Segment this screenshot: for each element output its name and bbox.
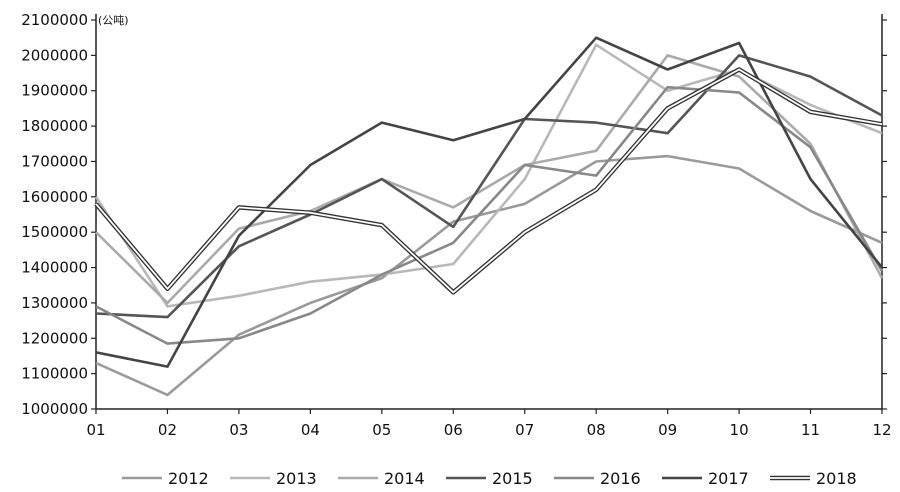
series-lines <box>94 36 884 397</box>
series-line-2016 <box>95 85 884 345</box>
legend-label: 2012 <box>168 469 209 488</box>
x-tick-label: 04 <box>301 421 320 439</box>
legend-item-2012: 2012 <box>122 469 209 488</box>
x-tick-label: 03 <box>229 421 248 439</box>
y-tick-label: 1600000 <box>21 188 88 206</box>
legend-label: 2014 <box>384 469 425 488</box>
x-tick-label: 02 <box>158 421 177 439</box>
y-tick-label: 1300000 <box>21 294 88 312</box>
axes <box>91 14 887 414</box>
legend-item-2013: 2013 <box>230 469 317 488</box>
series-line-inner-2018 <box>95 68 883 294</box>
y-tick-label: 1500000 <box>21 223 88 241</box>
series-2016 <box>95 85 884 345</box>
legend: 2012 2013 2014 2015 2016 2017 2018 <box>122 469 857 488</box>
unit-label: (公吨) <box>98 14 129 27</box>
x-tick-label: 09 <box>658 421 677 439</box>
series-2017 <box>95 36 884 368</box>
legend-label: 2013 <box>276 469 317 488</box>
legend-item-2017: 2017 <box>662 469 749 488</box>
series-line-outer-2018 <box>94 67 883 295</box>
y-tick-label: 1200000 <box>21 329 88 347</box>
y-tick-label: 1700000 <box>21 152 88 170</box>
legend-label: 2018 <box>816 469 857 488</box>
x-tick-label: 01 <box>86 421 105 439</box>
series-line-2014 <box>95 54 884 305</box>
y-tick-labels: 1000000 1100000 1200000 1300000 1400000 15000… <box>21 11 88 418</box>
legend-item-2015: 2015 <box>446 469 533 488</box>
legend-label: 2015 <box>492 469 533 488</box>
legend-label: 2017 <box>708 469 749 488</box>
x-tick-label: 12 <box>872 421 891 439</box>
y-tick-label: 1800000 <box>21 117 88 135</box>
x-tick-label: 06 <box>444 421 463 439</box>
y-tick-label: 1100000 <box>21 365 88 383</box>
x-tick-label: 05 <box>372 421 391 439</box>
series-2014 <box>95 54 884 305</box>
legend-item-2016: 2016 <box>554 469 641 488</box>
y-tick-label: 1400000 <box>21 259 88 277</box>
x-tick-labels: 01 02 03 04 05 06 07 08 09 10 11 12 <box>86 421 891 439</box>
legend-label: 2016 <box>600 469 641 488</box>
y-tick-label: 2000000 <box>21 46 88 64</box>
x-tick-label: 11 <box>801 421 820 439</box>
series-line-2012 <box>95 154 883 397</box>
x-tick-label: 10 <box>730 421 749 439</box>
y-tick-label: 1000000 <box>21 400 88 418</box>
x-tick-label: 08 <box>587 421 606 439</box>
legend-item-2018: 2018 <box>770 469 857 488</box>
y-tick-label: 1900000 <box>21 82 88 100</box>
series-2012 <box>95 154 883 397</box>
series-line-2017 <box>95 36 884 368</box>
series-2018 <box>94 67 883 295</box>
x-tick-label: 07 <box>515 421 534 439</box>
legend-item-2014: 2014 <box>338 469 425 488</box>
y-tick-label: 2100000 <box>21 11 88 29</box>
